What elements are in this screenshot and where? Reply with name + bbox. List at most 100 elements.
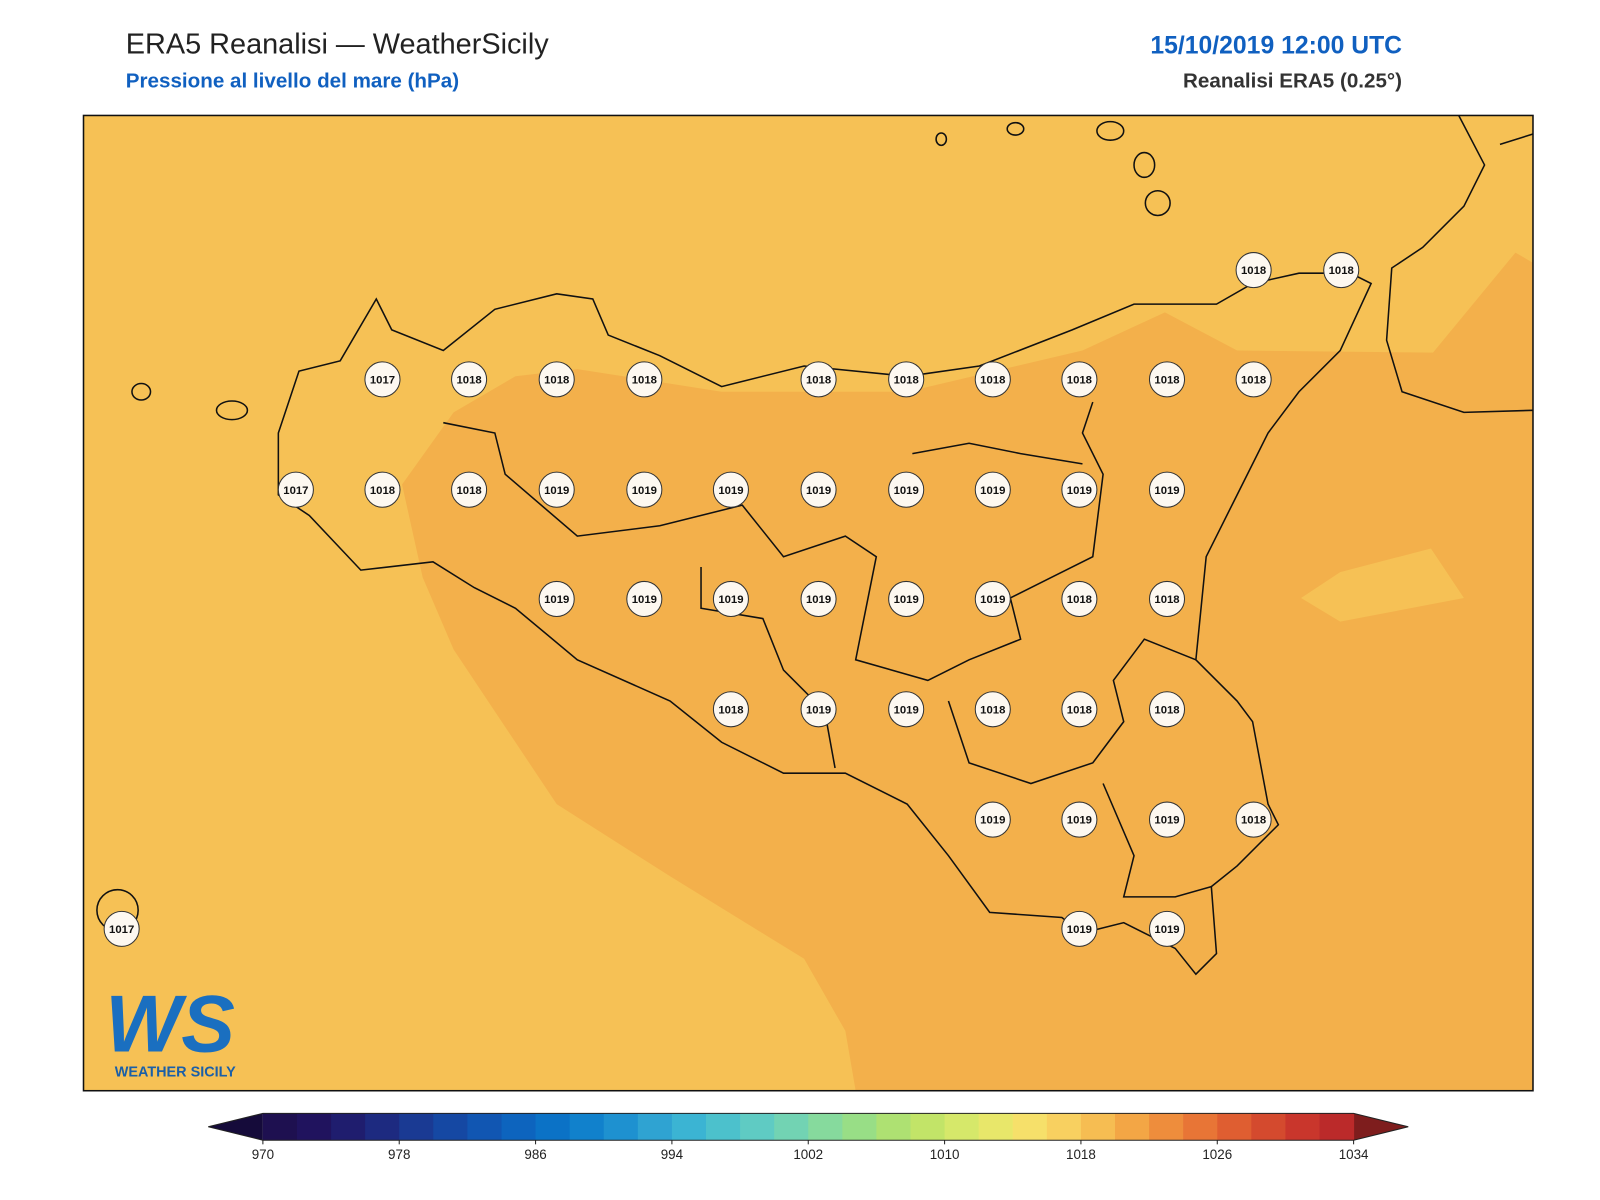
station-label: 1018 [544, 375, 569, 387]
coastlines [96, 115, 1534, 976]
colorbar-swatch [296, 1113, 332, 1141]
colorbar-swatch [910, 1113, 946, 1141]
colorbar-swatch [774, 1113, 809, 1141]
station-marker [888, 580, 925, 618]
source: Reanalisi ERA5 (0.25°) [1183, 70, 1402, 93]
station-label: 1019 [980, 485, 1005, 497]
station-label: 1018 [718, 704, 743, 716]
station-marker [451, 361, 488, 398]
colorbar-swatch [671, 1113, 707, 1141]
title: ERA5 Reanalisi — WeatherSicily [126, 29, 549, 61]
station-marker [974, 471, 1011, 508]
colorbar-swatch [808, 1113, 843, 1141]
colorbar-swatch [1012, 1113, 1048, 1141]
station-label: 1018 [1154, 594, 1179, 606]
station-label: 1018 [370, 485, 395, 497]
colorbar-swatch [1046, 1113, 1082, 1141]
station-marker [974, 801, 1011, 838]
station-label: 1018 [1241, 375, 1266, 387]
colorbar-tick-label: 994 [661, 1147, 684, 1162]
colorbar-swatch [1251, 1113, 1286, 1141]
station-label: 1019 [544, 594, 569, 606]
station-marker [1061, 471, 1098, 508]
station-marker [888, 691, 925, 728]
station-label: 1018 [1329, 265, 1354, 277]
station-label: 1019 [1154, 485, 1179, 497]
station-label: 1019 [632, 485, 657, 497]
station-marker [974, 580, 1011, 618]
station-marker [974, 691, 1011, 728]
colorbar-swatch [1183, 1113, 1218, 1141]
colorbar-swatch [1149, 1113, 1184, 1141]
station-marker [1235, 361, 1272, 398]
colorbar-tick-label: 1026 [1202, 1147, 1232, 1162]
colorbar-tick-label: 1034 [1339, 1147, 1369, 1162]
station-label: 1019 [1154, 815, 1179, 827]
station-marker [888, 361, 925, 398]
stations: 1018 1018 1017 1018 1018 1018 1018 1018 1018 1018… [103, 252, 1360, 947]
station-marker [712, 471, 749, 508]
station-label: 1018 [980, 704, 1005, 716]
station-label: 1018 [1067, 594, 1092, 606]
station-marker [1148, 801, 1186, 838]
colorbar-swatch [1080, 1113, 1116, 1141]
colorbar-swatch [876, 1113, 912, 1141]
colorbar-swatch [331, 1113, 366, 1141]
station-marker [1235, 801, 1272, 838]
colorbar-swatch [535, 1113, 571, 1141]
colorbar-tick-label: 1018 [1066, 1147, 1096, 1162]
station-marker [626, 471, 663, 508]
station-marker [451, 471, 488, 508]
station-marker [626, 361, 663, 398]
colorbar-swatch [978, 1113, 1014, 1141]
station-marker [1061, 361, 1098, 398]
station-label: 1017 [370, 375, 395, 387]
station-label: 1019 [718, 594, 743, 606]
station-marker [1061, 580, 1098, 618]
station-marker [1148, 580, 1186, 618]
station-label: 1019 [544, 485, 569, 497]
colorbar-swatch [705, 1113, 741, 1141]
logo-tagline: WEATHER SICILY [115, 1064, 236, 1080]
colorbar-swatch [603, 1113, 639, 1141]
colorbar: 970 978 986 994 1002 1010 1018 1026 1034 [208, 1112, 1409, 1162]
station-marker [1148, 361, 1186, 398]
colorbar-swatch [740, 1113, 775, 1141]
colorbar-swatch [433, 1113, 468, 1141]
colorbar-swatch [399, 1113, 434, 1141]
map: 1018 1018 1017 1018 1018 1018 1018 1018 1018 1018… [82, 114, 1534, 1092]
station-label: 1018 [456, 485, 481, 497]
station-marker [626, 580, 663, 618]
station-label: 1019 [1154, 924, 1179, 936]
station-label: 1019 [980, 594, 1005, 606]
station-label: 1019 [806, 594, 831, 606]
subtitle: Pressione al livello del mare (hPa) [126, 70, 459, 93]
colorbar-swatch [944, 1113, 980, 1141]
colorbar-tick-label: 1002 [793, 1147, 823, 1162]
station-marker [1061, 910, 1098, 947]
station-marker [1323, 252, 1360, 289]
map-frame [82, 114, 1534, 1092]
station-label: 1018 [980, 375, 1005, 387]
station-label: 1019 [894, 594, 919, 606]
station-label: 1019 [1067, 815, 1092, 827]
colorbar-swatch [842, 1113, 877, 1141]
station-marker [364, 471, 401, 508]
station-label: 1018 [1154, 704, 1179, 716]
station-marker [712, 580, 749, 618]
station-label: 1018 [1067, 375, 1092, 387]
station-marker [1148, 910, 1186, 947]
station-label: 1019 [806, 485, 831, 497]
logo-text: WS [105, 980, 235, 1070]
station-marker [800, 471, 837, 508]
station-label: 1018 [1241, 265, 1266, 277]
colorbar-swatch [1217, 1113, 1252, 1141]
colorbar-swatch [637, 1113, 673, 1141]
extend-high [1353, 1113, 1409, 1141]
field-high [402, 252, 1533, 1091]
station-marker [1235, 252, 1272, 289]
station-label: 1018 [632, 375, 657, 387]
colorbar-swatch [569, 1113, 605, 1141]
